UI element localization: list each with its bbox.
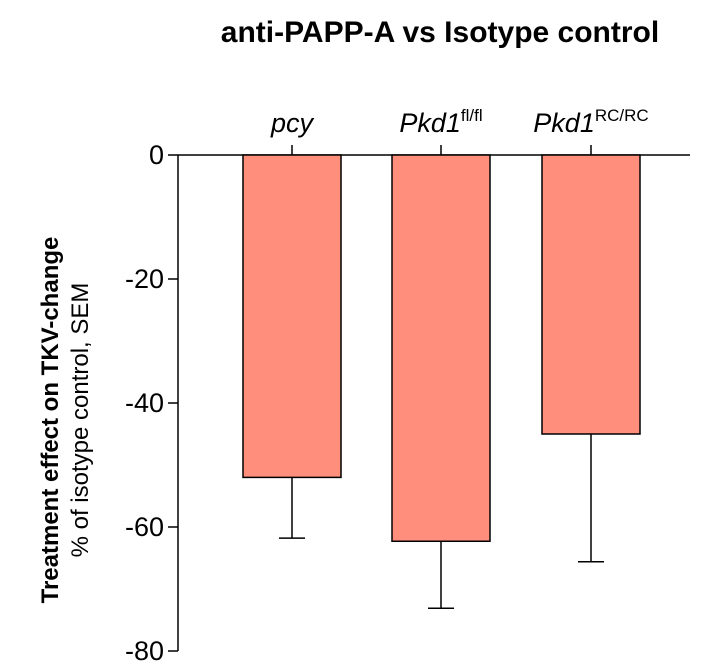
error-bars [279, 434, 604, 609]
bar [541, 154, 641, 435]
category-superscript: fl/fl [461, 106, 483, 125]
bars [242, 154, 641, 543]
y-tick-label: -20 [125, 264, 164, 294]
category-name: Pkd1 [533, 108, 595, 138]
y-tick-label: 0 [149, 140, 164, 170]
y-tick-label: -80 [125, 636, 164, 666]
chart-title: anti-PAPP-A vs Isotype control [221, 16, 659, 49]
bar [242, 154, 342, 479]
category-superscript: RC/RC [595, 106, 649, 125]
category-label: pcy [270, 108, 315, 138]
y-axis-label: Treatment effect on TKV-change [37, 237, 64, 604]
y-ticks: 0 -20 -40 -60 -80 [125, 140, 178, 666]
category-name: Pkd1 [399, 108, 461, 138]
y-axis-sublabel: % of isotype control, SEM [67, 283, 94, 558]
category-label: Pkd1RC/RC [533, 106, 648, 138]
x-labels: pcy Pkd1fl/fl Pkd1RC/RC [270, 106, 649, 155]
y-tick-label: -60 [125, 512, 164, 542]
bar [391, 154, 491, 543]
category-label: Pkd1fl/fl [399, 106, 482, 138]
y-tick-label: -40 [125, 388, 164, 418]
category-name: pcy [270, 108, 315, 138]
